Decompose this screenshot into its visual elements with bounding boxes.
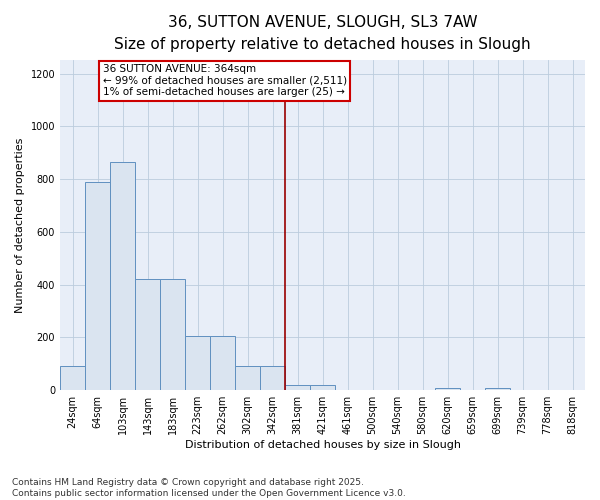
Bar (85, 182, 110, 390)
Bar (235, 366, 260, 390)
Bar (310, 385, 335, 390)
Bar (285, 385, 310, 390)
Bar (185, 336, 210, 390)
Text: Contains HM Land Registry data © Crown copyright and database right 2025.
Contai: Contains HM Land Registry data © Crown c… (12, 478, 406, 498)
X-axis label: Distribution of detached houses by size in Slough: Distribution of detached houses by size … (185, 440, 461, 450)
Bar (435, 388, 460, 390)
Bar (210, 336, 235, 390)
Y-axis label: Number of detached properties: Number of detached properties (15, 138, 25, 313)
Bar (110, 162, 135, 390)
Bar (485, 388, 510, 390)
Bar (60, 366, 85, 390)
Bar (160, 280, 185, 390)
Bar (260, 366, 285, 390)
Title: 36, SUTTON AVENUE, SLOUGH, SL3 7AW
Size of property relative to detached houses : 36, SUTTON AVENUE, SLOUGH, SL3 7AW Size … (114, 15, 531, 52)
Text: 36 SUTTON AVENUE: 364sqm
← 99% of detached houses are smaller (2,511)
1% of semi: 36 SUTTON AVENUE: 364sqm ← 99% of detach… (103, 64, 347, 98)
Bar (135, 280, 160, 390)
